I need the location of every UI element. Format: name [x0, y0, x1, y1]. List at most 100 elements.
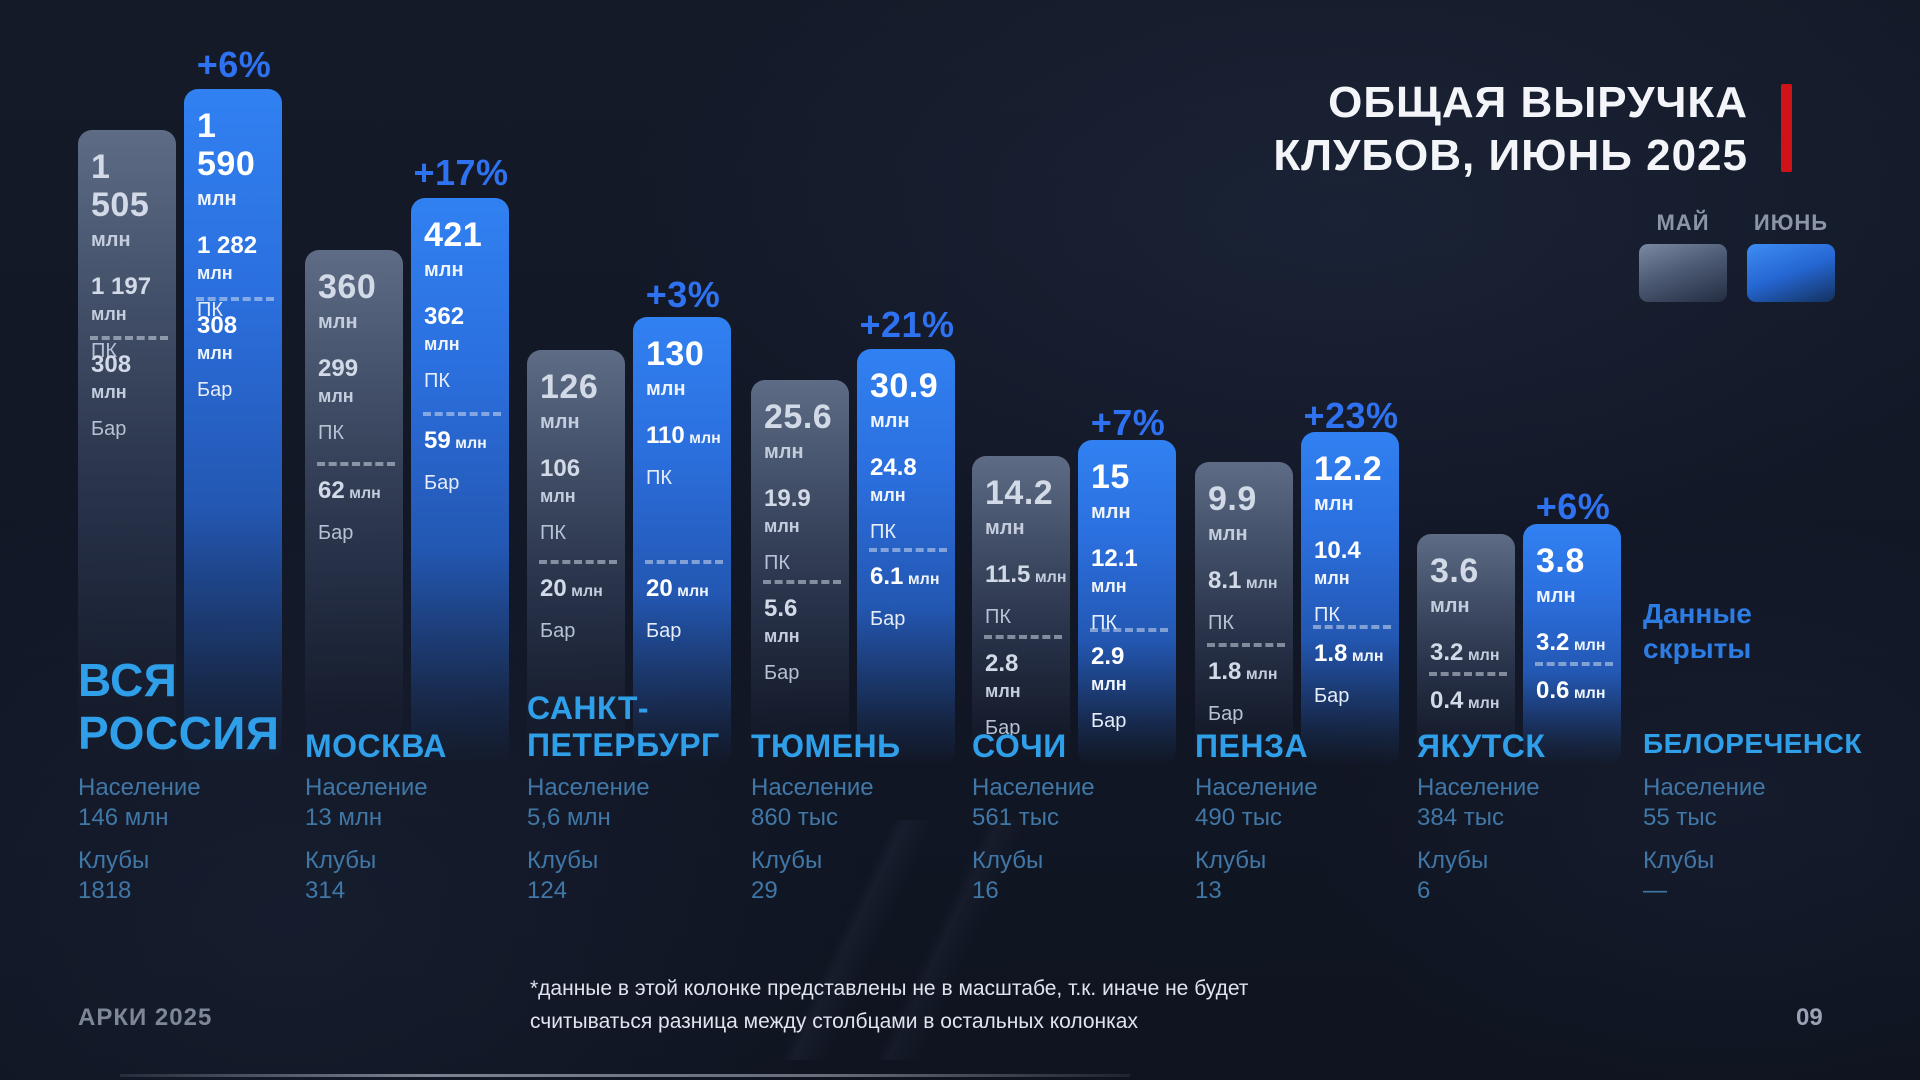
- city-info: Население 860 тыс Клубы 29: [751, 773, 874, 919]
- legend: МАЙ ИЮНЬ: [1639, 210, 1835, 302]
- pc-segment: 362 млн ПК: [424, 302, 503, 393]
- city-label: МОСКВА: [305, 728, 447, 764]
- population-label: Население: [78, 774, 201, 801]
- segment-divider: [423, 412, 501, 416]
- pc-segment: 110 млн ПК: [646, 421, 725, 490]
- page-title: ОБЩАЯ ВЫРУЧКА КЛУБОВ, ИЮНЬ 2025: [1273, 76, 1748, 182]
- bar-segment: 308 млн Бар: [91, 350, 172, 441]
- city-group: +23% 9.9 млн 8.1 млн ПК 1.8 млн Бар: [1195, 0, 1401, 1080]
- bar-segment-label: Бар: [870, 608, 906, 630]
- bar-segment: 2.8 млн Бар: [985, 649, 1066, 740]
- population-value: 5,6 млн: [527, 804, 611, 831]
- clubs-value: 16: [972, 877, 999, 904]
- city-info: Население 490 тыс Клубы 13: [1195, 773, 1318, 919]
- bar-total-value: 25.6: [764, 398, 833, 436]
- pc-segment-label: ПК: [870, 521, 897, 543]
- legend-june: ИЮНЬ: [1747, 210, 1835, 302]
- bar-total-unit: млн: [424, 259, 464, 281]
- city-group: Данные скрыты БЕЛОРЕЧЕНСК Население 55 ты…: [1643, 0, 1861, 1080]
- pc-segment-label: ПК: [985, 606, 1012, 628]
- june-bar: 421 млн 362 млн ПК 59 млн Бар: [411, 198, 509, 765]
- percent-change-label: +3%: [645, 274, 721, 315]
- bar-segment-label: Бар: [540, 620, 576, 642]
- footnote: *данные в этой колонке представлены не в…: [530, 972, 1248, 1038]
- legend-june-label: ИЮНЬ: [1753, 210, 1829, 235]
- pc-segment-label: ПК: [540, 522, 567, 544]
- population-value: 384 тыс: [1417, 804, 1504, 831]
- clubs-label: Клубы: [305, 847, 377, 874]
- bar-total-unit: млн: [1536, 585, 1576, 607]
- clubs-value: 6: [1417, 877, 1431, 904]
- bar-segment: 59 млн Бар: [424, 426, 505, 495]
- segment-divider: [539, 560, 617, 564]
- city-label: ПЕНЗА: [1195, 728, 1309, 764]
- percent-change-label: +23%: [1303, 395, 1399, 436]
- segment-divider: [317, 462, 395, 466]
- city-group: +6% 3.6 млн 3.2 млн 0.4 млн: [1417, 0, 1623, 1080]
- bar-total-value: 12.2: [1314, 450, 1383, 488]
- bar-segment: 5.6 млн Бар: [764, 594, 845, 685]
- june-bar: 3.8 млн 3.2 млн 0.6 млн: [1523, 524, 1621, 765]
- page-title-line1: ОБЩАЯ ВЫРУЧКА: [1328, 78, 1748, 127]
- segment-divider: [90, 336, 168, 340]
- bar-total: 3.6 млн: [1430, 552, 1509, 618]
- may-bar: 3.6 млн 3.2 млн 0.4 млн: [1417, 534, 1515, 765]
- population-value: 146 млн: [78, 804, 169, 831]
- pc-segment: 19.9 млн ПК: [764, 484, 843, 575]
- pc-segment: 3.2 млн: [1430, 639, 1500, 666]
- city-info: Население 13 млн Клубы 314: [305, 773, 428, 919]
- june-bar: 30.9 млн 24.8 млн ПК 6.1 млн Бар: [857, 349, 955, 765]
- segment-divider: [1207, 643, 1285, 647]
- bar-total: 9.9 млн: [1208, 480, 1287, 546]
- segment-divider: [1535, 662, 1613, 666]
- bar-segment: 62 млн Бар: [318, 476, 399, 545]
- bar-total-value: 1 505: [91, 148, 150, 224]
- clubs-label: Клубы: [972, 847, 1044, 874]
- pc-segment: 106 млн ПК: [540, 454, 619, 545]
- population-value: 13 млн: [305, 804, 383, 831]
- percent-change-label: +7%: [1090, 402, 1166, 443]
- segment-divider: [984, 635, 1062, 639]
- legend-june-swatch: [1747, 244, 1835, 302]
- pc-segment: 8.1 млн ПК: [1208, 566, 1287, 635]
- percent-change-label: +6%: [196, 44, 272, 85]
- pc-segment: 1 282 млн ПК: [197, 231, 276, 322]
- bar-segment: 0.4 млн: [1430, 687, 1500, 714]
- pc-segment: 10.4 млн ПК: [1314, 536, 1393, 627]
- clubs-value: 13: [1195, 877, 1222, 904]
- clubs-value: —: [1643, 877, 1667, 904]
- june-bar: 130 млн 110 млн ПК 20 млн Бар: [633, 317, 731, 765]
- city-group: +7% 14.2 млн 11.5 млн ПК 2.8 млн Бар: [972, 0, 1178, 1080]
- bar-segment: 1.8 млн Бар: [1208, 657, 1289, 726]
- may-bar: 9.9 млн 8.1 млн ПК 1.8 млн Бар: [1195, 462, 1293, 765]
- bar-total-value: 15: [1091, 458, 1130, 496]
- page-number: 09: [1796, 1004, 1823, 1031]
- bar-total: 360 млн: [318, 268, 397, 334]
- may-bar: 1 505 млн 1 197 млн ПК 308 млн Бар: [78, 130, 176, 765]
- population-label: Население: [751, 774, 874, 801]
- bar-total-unit: млн: [764, 441, 804, 463]
- bar-segment-label: Бар: [985, 717, 1021, 739]
- data-hidden-note: Данные скрыты: [1643, 598, 1752, 664]
- bar-segment-label: Бар: [646, 620, 682, 642]
- bar-total-value: 421: [424, 216, 483, 254]
- segment-divider: [763, 580, 841, 584]
- bar-total-unit: млн: [197, 188, 237, 210]
- bar-segment-label: Бар: [1091, 710, 1127, 732]
- clubs-label: Клубы: [751, 847, 823, 874]
- pc-segment-label: ПК: [91, 340, 118, 362]
- population-value: 55 тыс: [1643, 804, 1717, 831]
- city-info: Население 384 тыс Клубы 6: [1417, 773, 1540, 919]
- bar-total-unit: млн: [985, 517, 1025, 539]
- population-value: 860 тыс: [751, 804, 838, 831]
- percent-change-label: +17%: [413, 152, 509, 193]
- bar-segment: 6.1 млн Бар: [870, 562, 951, 631]
- pc-segment-label: ПК: [646, 467, 673, 489]
- bar-total-value: 126: [540, 368, 599, 406]
- bar-segment-label: Бар: [764, 662, 800, 684]
- june-bar: 12.2 млн 10.4 млн ПК 1.8 млн Бар: [1301, 432, 1399, 765]
- bar-total-value: 130: [646, 335, 705, 373]
- pc-segment: 24.8 млн ПК: [870, 453, 949, 544]
- city-group: +3% 126 млн 106 млн ПК 20 млн Бар: [527, 0, 733, 1080]
- pc-segment-label: ПК: [1314, 604, 1341, 626]
